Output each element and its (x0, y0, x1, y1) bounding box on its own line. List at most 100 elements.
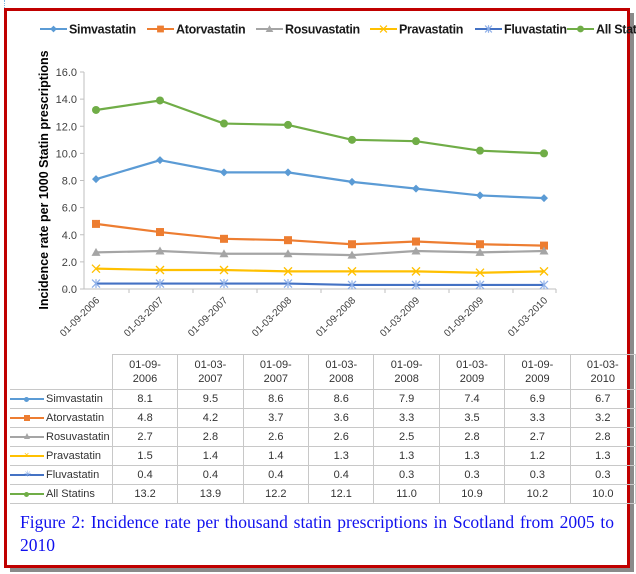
header-line: 2007 (198, 373, 223, 385)
data-point-marker (347, 266, 357, 276)
table-value-cell: 8.6 (308, 389, 375, 409)
series-simvastatin (92, 156, 548, 203)
data-point-marker (540, 149, 548, 158)
table-value-cell: 1.5 (111, 446, 179, 466)
table-value-cell: 13.2 (111, 484, 179, 504)
table-row: ✳ Fluvastatin 0.4 0.4 0.4 0.4 0.3 0.3 0.3 0.3 (10, 465, 636, 485)
legend-label: Rosuvastatin (285, 23, 360, 37)
data-point-marker (284, 120, 292, 129)
series-name: All Statins (46, 488, 95, 500)
data-point-marker (348, 135, 356, 144)
table-value-cell: 0.3 (373, 465, 440, 485)
data-point-marker (539, 266, 549, 276)
data-point-marker (284, 168, 292, 177)
table-value-cell: 12.2 (242, 484, 310, 504)
header-line: 2009 (525, 373, 550, 385)
data-point-marker (348, 177, 356, 186)
legend-marker (484, 25, 493, 33)
data-point-marker (540, 194, 548, 203)
table-value-cell: 2.6 (308, 427, 375, 447)
table-value-cell: 7.4 (438, 389, 506, 409)
table-value-cell: 2.5 (373, 427, 440, 447)
data-point-marker (219, 279, 229, 289)
legend-label: Pravastatin (399, 23, 463, 37)
y-axis: 0.0 2.0 4.0 6.0 8.0 10.0 12.0 14.0 16.0 (56, 67, 85, 296)
legend-marker (50, 25, 57, 33)
page-margin-guide (4, 0, 5, 8)
legend-key-icon (10, 394, 44, 404)
legend-marker (379, 25, 388, 33)
series-name: Rosuvastatin (46, 431, 110, 443)
series-pravastatin (91, 264, 549, 278)
data-point-marker (284, 236, 292, 245)
table-value-cell: 0.3 (569, 465, 636, 485)
data-point-marker (475, 247, 485, 256)
table-row: Atorvastatin 4.8 4.2 3.7 3.6 3.3 3.5 3.3 3.2 (10, 408, 636, 428)
header-line: 01-09- (521, 359, 554, 371)
series-all-statins (92, 96, 548, 158)
table-value-cell: 1.3 (308, 446, 375, 466)
legend-marker (265, 25, 274, 32)
table-header-cell: 01-03- 2010 (569, 354, 636, 390)
y-tick-label: 16.0 (56, 67, 77, 79)
header-line: 01-09- (390, 359, 423, 371)
table-value-cell: 4.8 (111, 408, 179, 428)
table-value-cell: 6.7 (569, 389, 636, 409)
data-table: 01-09- 2006 01-03- 2007 01-09- 2007 01-03- 2008… (10, 354, 636, 504)
table-header-cell: 01-03- 2007 (177, 354, 244, 390)
table-value-cell: 1.2 (504, 446, 571, 466)
legend-label: Fluvastatin (504, 23, 567, 37)
data-point-marker (475, 268, 485, 278)
table-header-cell: 01-09- 2009 (504, 354, 571, 390)
header-line: 2007 (263, 373, 289, 385)
y-tick-label: 6.0 (62, 203, 77, 215)
series-name: Pravastatin (46, 450, 102, 462)
y-axis-label: Incidence rate per 1000 Statin prescript… (37, 50, 51, 309)
table-row: Rosuvastatin 2.7 2.8 2.6 2.6 2.5 2.8 2.7 2.8 (10, 427, 636, 447)
legend-marker (157, 25, 164, 33)
legend-label: Simvastatin (69, 23, 136, 37)
y-tick-label: 4.0 (62, 230, 77, 242)
header-line: 2006 (132, 373, 158, 385)
header-line: 01-03- (586, 359, 619, 371)
key-marker: ✳ (24, 469, 32, 480)
table-value-cell: 10.9 (438, 484, 506, 504)
table-value-cell: 3.7 (242, 408, 310, 428)
table-value-cell: 3.2 (569, 408, 636, 428)
legend-key-icon: ✳ (10, 470, 44, 480)
data-point-marker (412, 237, 420, 246)
table-value-cell: 0.4 (308, 465, 375, 485)
table-value-cell: 3.3 (504, 408, 571, 428)
table-row: All Statins 13.2 13.9 12.2 12.1 11.0 10.9 10.2 1… (10, 484, 636, 504)
data-point-marker (412, 137, 420, 146)
series-line (95, 99, 545, 155)
y-tick-label: 8.0 (62, 176, 77, 188)
legend-item: Rosuvastatin (256, 23, 360, 37)
data-point-marker (283, 249, 293, 258)
x-tick-label: 01-09-2007 (186, 295, 230, 339)
key-marker (24, 433, 30, 440)
legend-marker (577, 25, 584, 33)
series-name: Simvastatin (46, 393, 103, 405)
y-tick-label: 0.0 (62, 284, 77, 296)
x-tick-label: 01-03-2010 (506, 295, 550, 339)
table-header-cell: 01-09- 2008 (373, 354, 440, 390)
data-point-marker (91, 279, 101, 289)
key-line (10, 455, 44, 458)
key-line (10, 474, 44, 477)
table-header-cell: 01-03- 2008 (308, 354, 375, 390)
table-header-cell: 01-03- 2009 (438, 354, 506, 390)
legend-label: Atorvastatin (176, 23, 245, 37)
data-point-marker (283, 279, 293, 289)
data-point-marker (155, 246, 165, 255)
data-point-marker (539, 246, 549, 255)
table-value-cell: 7.9 (373, 389, 440, 409)
data-point-marker (92, 105, 100, 114)
table-row: Simvastatin 8.1 9.5 8.6 8.6 7.9 7.4 6.9 6.7 (10, 389, 636, 409)
data-point-marker (475, 280, 485, 290)
data-point-marker (91, 247, 101, 256)
series-name: Atorvastatin (46, 412, 105, 424)
data-point-marker (156, 156, 164, 165)
table-header-cell: 01-09- 2006 (111, 354, 179, 390)
